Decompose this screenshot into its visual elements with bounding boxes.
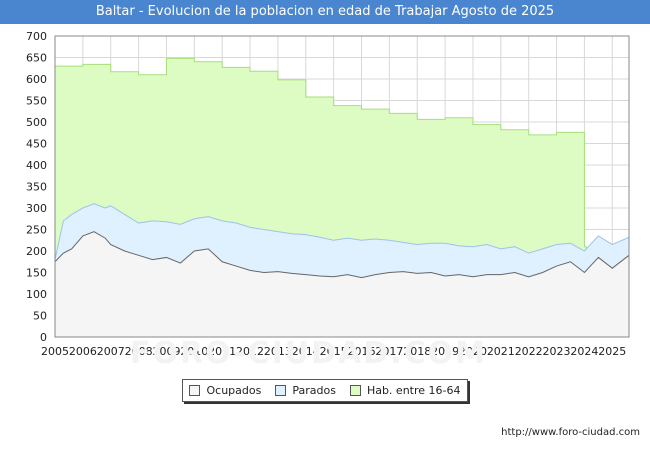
series-ocupados-area [55,231,629,337]
x-tick-label: 2007 [97,345,125,358]
y-tick-label: 0 [40,331,47,344]
x-tick-label: 2016 [348,345,376,358]
hab-swatch-icon [349,385,361,396]
y-tick-label: 100 [26,288,47,301]
x-tick-label: 2014 [292,345,320,358]
y-tick-label: 500 [26,116,47,129]
x-tick-label: 2011 [208,345,236,358]
x-tick-label: 2008 [125,345,153,358]
plot-border [54,35,630,338]
ocupados-swatch-icon [189,385,201,396]
y-tick-label: 650 [26,52,47,65]
legend-label-ocupados: Ocupados [206,384,262,397]
y-tick-label: 550 [26,95,47,108]
y-tick-label: 250 [26,224,47,237]
y-tick-label: 450 [26,138,47,151]
legend-label-parados: Parados [292,384,336,397]
chart-title: Baltar - Evolucion de la poblacion en ed… [0,0,650,24]
footer-url: http://www.foro-ciudad.com [501,427,640,438]
x-tick-label: 2018 [403,345,431,358]
x-tick-label: 2021 [487,345,515,358]
y-tick-label: 300 [26,202,47,215]
x-tick-label: 2005 [41,345,69,358]
x-tick-label: 2012 [236,345,264,358]
y-tick-label: 400 [26,159,47,172]
x-tick-label: 2017 [375,345,403,358]
x-tick-label: 2024 [570,345,598,358]
series-parados-line [54,203,630,260]
y-tick-label: 200 [26,245,47,258]
x-tick-label: 2015 [320,345,348,358]
legend-item-parados: Parados [275,384,336,397]
x-tick-label: 2020 [459,345,487,358]
y-tick-label: 700 [26,30,47,43]
y-tick-label: 600 [26,73,47,86]
y-tick-label: 50 [33,310,47,323]
legend-label-hab: Hab. entre 16-64 [366,384,461,397]
x-tick-label: 2022 [515,345,543,358]
x-tick-label: 2013 [264,345,292,358]
legend: Ocupados Parados Hab. entre 16-64 [182,379,468,402]
parados-swatch-icon [275,385,287,396]
legend-item-ocupados: Ocupados [189,384,261,397]
y-tick-label: 150 [26,267,47,280]
x-tick-label: 2023 [543,345,571,358]
x-tick-label: 2019 [431,345,459,358]
x-tick-label: 2025 [598,345,626,358]
y-tick-label: 350 [26,181,47,194]
watermark: FORO-CIUDAD.COM [130,336,487,371]
legend-item-hab: Hab. entre 16-64 [349,384,461,397]
x-tick-label: 2010 [180,345,208,358]
series-ocupados-line [54,231,630,279]
x-tick-label: 2006 [69,345,97,358]
x-tick-label: 2009 [152,345,180,358]
